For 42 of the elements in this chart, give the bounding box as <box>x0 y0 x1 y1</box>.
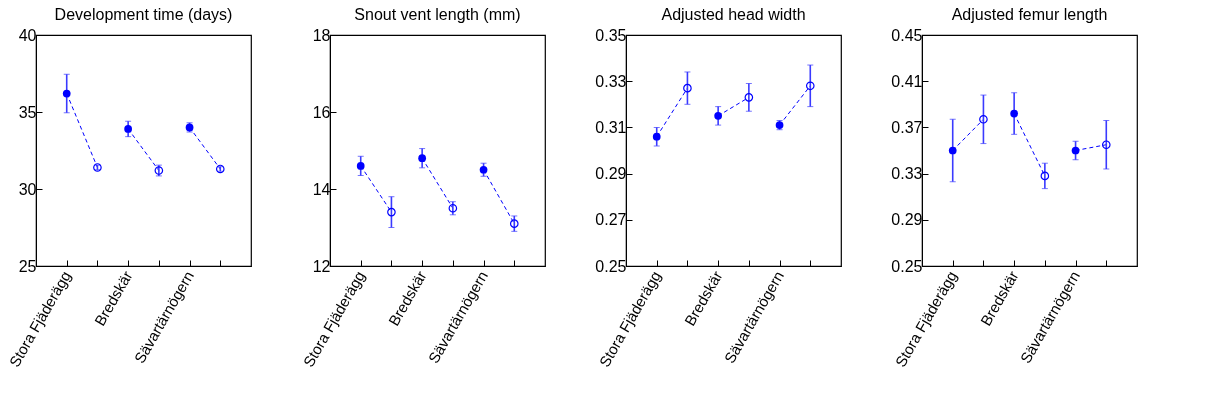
y-tick-label: 35 <box>18 103 37 121</box>
chart-title: Adjusted femur length <box>951 6 1108 23</box>
point <box>418 154 427 163</box>
y-tick-label: 0.25 <box>891 257 923 275</box>
point <box>1101 140 1111 150</box>
chart-title: Adjusted head width <box>661 6 806 23</box>
y-tick-label: 0.25 <box>595 257 627 275</box>
y-tick-label: 0.31 <box>595 118 627 136</box>
y-tick-label: 25 <box>18 257 37 275</box>
y-tick-label: 30 <box>18 180 37 198</box>
y-tick-label: 16 <box>312 103 331 121</box>
point <box>124 125 133 133</box>
point <box>652 132 661 141</box>
point <box>744 93 754 102</box>
point <box>356 162 365 170</box>
chart-title: Snout vent length (mm) <box>354 6 521 23</box>
y-tick-label: 0.37 <box>891 118 923 136</box>
point <box>1010 109 1019 118</box>
point <box>979 115 988 124</box>
y-tick-label: 0.45 <box>891 26 923 44</box>
point <box>1071 146 1080 155</box>
point <box>479 165 488 174</box>
point <box>387 207 396 217</box>
chart-title: Development time (days) <box>54 6 233 23</box>
y-tick-label: 0.33 <box>595 72 627 90</box>
point <box>948 146 957 155</box>
y-tick-label: 14 <box>312 180 331 198</box>
point <box>1040 171 1050 181</box>
point <box>714 111 723 120</box>
y-tick-label: 0.33 <box>891 165 923 183</box>
y-tick-label: 0.41 <box>891 72 923 90</box>
y-tick-label: 0.29 <box>595 165 627 183</box>
y-tick-label: 0.27 <box>595 211 627 229</box>
y-tick-label: 0.35 <box>595 26 627 44</box>
point <box>805 81 815 91</box>
y-tick-label: 40 <box>18 26 37 44</box>
y-tick-label: 18 <box>312 26 331 44</box>
point <box>509 219 519 228</box>
point <box>683 83 692 93</box>
point <box>62 89 71 98</box>
y-tick-label: 12 <box>312 257 331 275</box>
y-tick-label: 0.29 <box>891 211 923 229</box>
